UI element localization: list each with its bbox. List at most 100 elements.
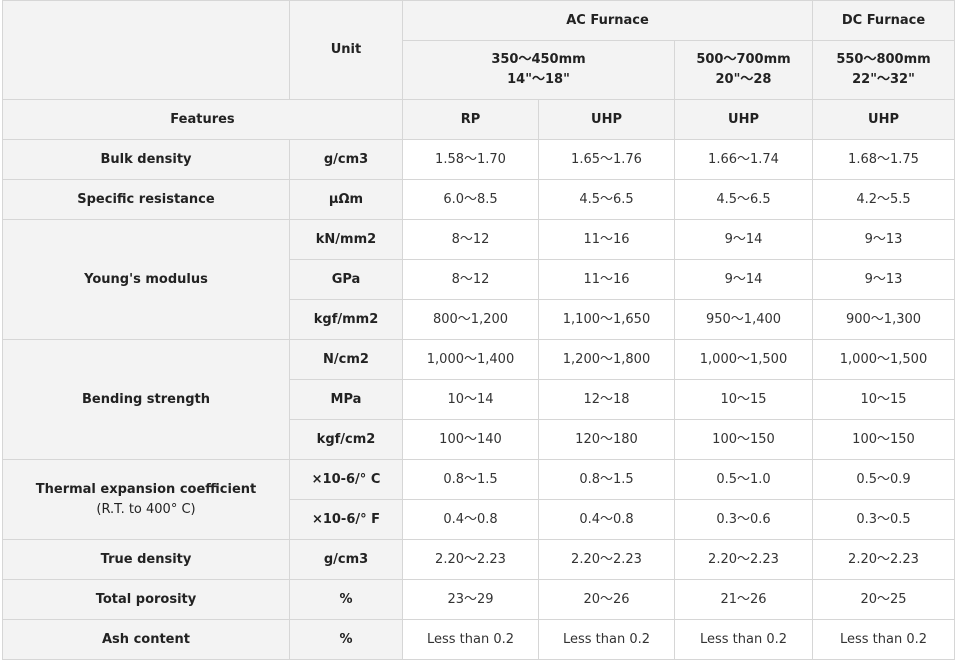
- value-cell: 6.0～8.5: [402, 179, 539, 220]
- feature-label: Total porosity: [2, 579, 290, 620]
- feature-label: Bending strength: [2, 339, 290, 460]
- table-row: True density g/cm3 2.20～2.23 2.20～2.23 2…: [2, 539, 955, 580]
- table-row: Young's modulus kN/mm2 8～12 11～16 9～14 9…: [2, 219, 955, 340]
- value-cell: 0.4～0.8: [402, 499, 539, 540]
- value-cell: Less than 0.2: [538, 619, 675, 660]
- value-cell: 0.3～0.6: [674, 499, 813, 540]
- unit-cell: ×10-6/° F: [289, 499, 403, 540]
- value-cell: 11～16: [538, 219, 675, 260]
- unit-cell: kgf/cm2: [289, 419, 403, 460]
- ac-furnace-header: AC Furnace: [402, 0, 813, 41]
- feature-label: Specific resistance: [2, 179, 290, 220]
- value-cell: 100～150: [812, 419, 955, 460]
- value-cell: 0.5～1.0: [674, 459, 813, 500]
- value-cell: 10～14: [402, 379, 539, 420]
- size-inch: 14"～18": [507, 72, 570, 87]
- value-cell: 20～26: [538, 579, 675, 620]
- table-row: MPa 10～14 12～18 10～15 10～15: [3, 379, 955, 420]
- unit-cell: g/cm3: [289, 539, 403, 580]
- unit-cell: ×10-6/° C: [289, 459, 403, 500]
- corner-empty-cell: [2, 0, 290, 100]
- feature-label: Bulk density: [2, 139, 290, 180]
- value-cell: 1,000～1,500: [674, 339, 813, 380]
- size-inch: 22"～32": [852, 72, 915, 87]
- grade-header: UHP: [538, 99, 675, 140]
- size-dc-header: 550～800mm 22"～32": [812, 40, 955, 100]
- feature-label-line: Thermal expansion coefficient: [35, 481, 257, 497]
- value-cell: 2.20～2.23: [538, 539, 675, 580]
- value-cell: Less than 0.2: [402, 619, 539, 660]
- feature-label: True density: [2, 539, 290, 580]
- feature-label: Young's modulus: [2, 219, 290, 340]
- size-inch: 20"～28: [715, 72, 772, 87]
- size-mm: 550～800mm: [836, 52, 931, 67]
- value-cell: 4.5～6.5: [674, 179, 813, 220]
- table-row: Ash content % Less than 0.2 Less than 0.…: [2, 619, 955, 660]
- value-cell: 4.5～6.5: [538, 179, 675, 220]
- unit-cell: g/cm3: [289, 139, 403, 180]
- value-cell: 2.20～2.23: [402, 539, 539, 580]
- value-cell: 1,000～1,400: [402, 339, 539, 380]
- grade-header: UHP: [812, 99, 955, 140]
- size-ac-small-header: 350～450mm 14"～18": [402, 40, 675, 100]
- value-cell: 9～13: [812, 259, 955, 300]
- value-cell: 2.20～2.23: [674, 539, 813, 580]
- table-row: ×10-6/° F 0.4～0.8 0.4～0.8 0.3～0.6 0.3～0.…: [3, 499, 955, 540]
- size-mm: 350～450mm: [491, 52, 586, 67]
- unit-cell: GPa: [289, 259, 403, 300]
- value-cell: Less than 0.2: [812, 619, 955, 660]
- value-cell: 12～18: [538, 379, 675, 420]
- value-cell: 21～26: [674, 579, 813, 620]
- value-cell: Less than 0.2: [674, 619, 813, 660]
- table-row: Thermal expansion coefficient (R.T. to 4…: [2, 459, 955, 540]
- value-cell: 100～150: [674, 419, 813, 460]
- value-cell: 1.68～1.75: [812, 139, 955, 180]
- value-cell: 1.66～1.74: [674, 139, 813, 180]
- value-cell: 0.4～0.8: [538, 499, 675, 540]
- value-cell: 900～1,300: [812, 299, 955, 340]
- value-cell: 8～12: [402, 259, 539, 300]
- value-cell: 23～29: [402, 579, 539, 620]
- unit-cell: %: [289, 619, 403, 660]
- features-header: Features: [2, 99, 403, 140]
- table-row: GPa 8～12 11～16 9～14 9～13: [3, 259, 955, 300]
- value-cell: 120～180: [538, 419, 675, 460]
- table-row: Bulk density g/cm3 1.58～1.70 1.65～1.76 1…: [2, 139, 955, 180]
- feature-label: Ash content: [2, 619, 290, 660]
- unit-cell: %: [289, 579, 403, 620]
- value-cell: 9～14: [674, 219, 813, 260]
- value-cell: 1,100～1,650: [538, 299, 675, 340]
- feature-label-line: (R.T. to 400° C): [96, 501, 196, 517]
- value-cell: 0.8～1.5: [402, 459, 539, 500]
- unit-cell: μΩm: [289, 179, 403, 220]
- value-cell: 9～13: [812, 219, 955, 260]
- value-cell: 1,000～1,500: [812, 339, 955, 380]
- value-cell: 11～16: [538, 259, 675, 300]
- value-cell: 10～15: [812, 379, 955, 420]
- dc-furnace-header: DC Furnace: [812, 0, 955, 41]
- unit-cell: kN/mm2: [289, 219, 403, 260]
- unit-cell: MPa: [289, 379, 403, 420]
- table-row: Total porosity % 23～29 20～26 21～26 20～25: [2, 579, 955, 620]
- table-row: kgf/cm2 100～140 120～180 100～150 100～150: [3, 419, 955, 460]
- value-cell: 100～140: [402, 419, 539, 460]
- unit-cell: N/cm2: [289, 339, 403, 380]
- value-cell: 10～15: [674, 379, 813, 420]
- value-cell: 950～1,400: [674, 299, 813, 340]
- value-cell: 0.8～1.5: [538, 459, 675, 500]
- value-cell: 20～25: [812, 579, 955, 620]
- value-cell: 9～14: [674, 259, 813, 300]
- grade-header: RP: [402, 99, 539, 140]
- value-cell: 4.2～5.5: [812, 179, 955, 220]
- value-cell: 1.58～1.70: [402, 139, 539, 180]
- table-row: kgf/mm2 800～1,200 1,100～1,650 950～1,400 …: [3, 299, 955, 340]
- value-cell: 8～12: [402, 219, 539, 260]
- unit-header: Unit: [289, 0, 403, 100]
- value-cell: 2.20～2.23: [812, 539, 955, 580]
- grade-header: UHP: [674, 99, 813, 140]
- unit-cell: kgf/mm2: [289, 299, 403, 340]
- value-cell: 0.5～0.9: [812, 459, 955, 500]
- value-cell: 1,200～1,800: [538, 339, 675, 380]
- value-cell: 1.65～1.76: [538, 139, 675, 180]
